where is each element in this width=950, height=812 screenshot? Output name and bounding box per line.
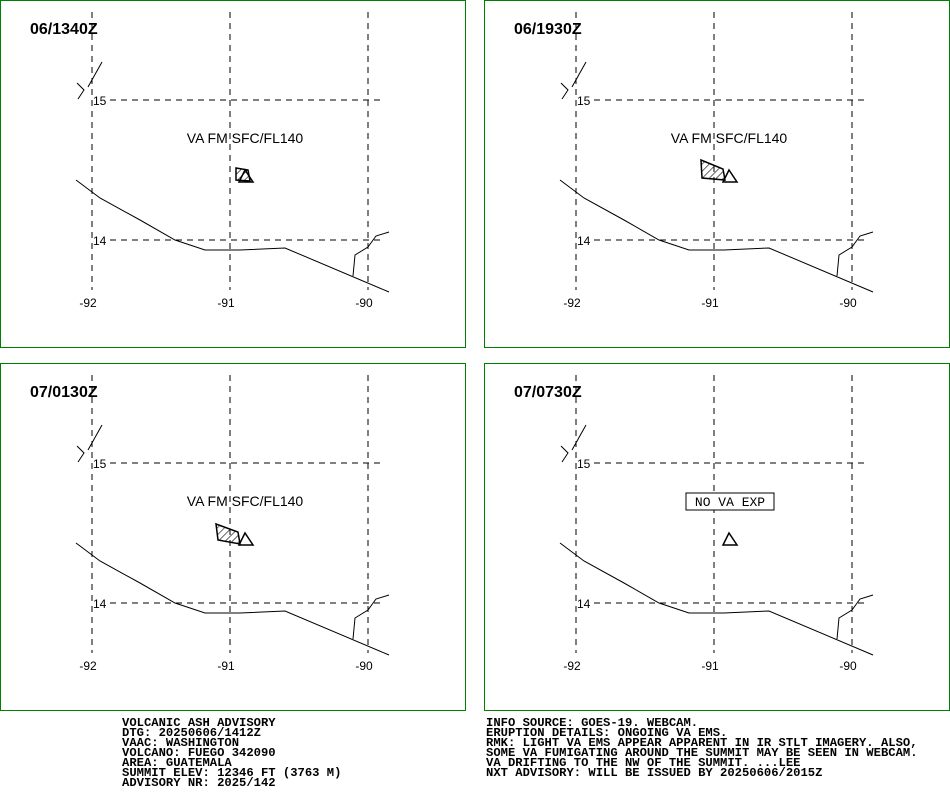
longitude-label: -91 (701, 659, 719, 673)
panel-time: 07/0130Z (30, 384, 98, 401)
border-line (352, 594, 390, 640)
latitude-label: 15 (577, 94, 591, 108)
volcano-symbol (721, 168, 739, 183)
longitude-label: -91 (701, 296, 719, 310)
longitude-label: -91 (217, 296, 235, 310)
longitude-label: -90 (839, 296, 857, 310)
latitude-label: 14 (577, 597, 591, 611)
border-line (87, 61, 103, 88)
label-box (685, 492, 775, 511)
border-line (571, 424, 587, 451)
longitude-label: -90 (355, 296, 373, 310)
advisory-line: ERUPTION DETAILS: ONGOING VA EMS. (486, 726, 727, 740)
coastline (560, 445, 569, 463)
advisory-line: NXT ADVISORY: WILL BE ISSUED BY 20250606… (486, 766, 822, 780)
panel-border (0, 0, 466, 348)
map-panel: -92 -91 -90 15 14 06/1340Z VA FM SFC/FL140 (0, 0, 466, 348)
volcano-symbol (721, 531, 739, 546)
latitude-label: 15 (93, 94, 107, 108)
longitude-label: -90 (355, 659, 373, 673)
advisory-line: SOME VA FUMIGATING AROUND THE SUMMIT MAY… (486, 746, 918, 760)
advisory-line: VOLCANIC ASH ADVISORY (122, 716, 276, 730)
border-line (352, 231, 390, 277)
border-line (87, 424, 103, 451)
advisory-line: ADVISORY NR: 2025/142 (122, 776, 276, 790)
longitude-label: -90 (839, 659, 857, 673)
ash-cloud (700, 158, 726, 181)
advisory-line: VA DRIFTING TO THE NW OF THE SUMMIT. ...… (486, 756, 801, 770)
advisory-line: DTG: 20250606/1412Z (122, 726, 261, 740)
coastline (75, 179, 390, 293)
advisory-line: RMK: LIGHT VA EMS APPEAR APPARENT IN IR … (486, 736, 918, 750)
volcano-symbol (237, 531, 255, 546)
ash-label: VA FM SFC/FL140 (187, 130, 304, 146)
longitude-label: -92 (79, 296, 97, 310)
longitude-label: -92 (79, 659, 97, 673)
panel-time: 07/0730Z (514, 384, 582, 401)
latitude-label: 15 (93, 457, 107, 471)
coastline (559, 542, 874, 656)
volcano-symbol (237, 168, 255, 183)
map-panel: -92 -91 -90 15 14 07/0730Z NO VA EXP (484, 363, 950, 711)
advisory-line: VAAC: WASHINGTON (122, 736, 239, 750)
map-panel: -92 -91 -90 15 14 07/0130Z VA FM SFC/FL140 (0, 363, 466, 711)
longitude-label: -92 (563, 659, 581, 673)
ash-label: VA FM SFC/FL140 (671, 130, 788, 146)
advisory-line: SUMMIT ELEV: 12346 FT (3763 M) (122, 766, 341, 780)
latitude-label: 15 (577, 457, 591, 471)
border-line (571, 61, 587, 88)
latitude-label: 14 (577, 234, 591, 248)
coastline (560, 82, 569, 100)
coastline (76, 445, 85, 463)
panel-border (0, 363, 466, 711)
latitude-label: 14 (93, 597, 107, 611)
longitude-label: -92 (563, 296, 581, 310)
panel-time: 06/1930Z (514, 21, 582, 38)
advisory-line: VOLCANO: FUEGO 342090 (122, 746, 276, 760)
latitude-label: 14 (93, 234, 107, 248)
border-line (836, 231, 874, 277)
advisory-line: INFO SOURCE: GOES-19. WEBCAM. (486, 716, 698, 730)
advisory-line: AREA: GUATEMALA (122, 756, 232, 770)
coastline (75, 542, 390, 656)
border-line (836, 594, 874, 640)
coastline (76, 82, 85, 100)
coastline (559, 179, 874, 293)
longitude-label: -91 (217, 659, 235, 673)
panel-time: 06/1340Z (30, 21, 98, 38)
no-ash-label: NO VA EXP (695, 495, 765, 510)
ash-label: VA FM SFC/FL140 (187, 493, 304, 509)
